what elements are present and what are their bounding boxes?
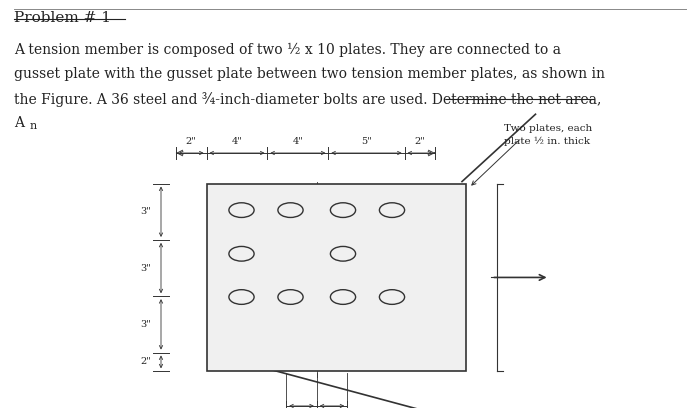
Text: 2": 2" — [140, 357, 151, 366]
Text: Two plates, each
plate ½ in. thick: Two plates, each plate ½ in. thick — [504, 124, 592, 146]
Text: 3": 3" — [140, 320, 151, 329]
Bar — [206, 184, 466, 371]
Text: 3": 3" — [140, 264, 151, 273]
Text: 4": 4" — [232, 137, 242, 146]
Text: 3": 3" — [140, 207, 151, 216]
Text: the Figure. A 36 steel and ¾-inch-diameter bolts are used. Determine the net are: the Figure. A 36 steel and ¾-inch-diamet… — [14, 92, 601, 106]
Text: 4": 4" — [293, 137, 303, 146]
Text: Problem # 1: Problem # 1 — [14, 11, 111, 25]
Text: 5": 5" — [361, 137, 372, 146]
Text: n: n — [29, 121, 36, 131]
Text: gusset plate with the gusset plate between two tension member plates, as shown i: gusset plate with the gusset plate betwe… — [14, 67, 605, 81]
Text: A: A — [14, 116, 24, 130]
Text: 2": 2" — [186, 137, 197, 146]
Text: A tension member is composed of two ½ x 10 plates. They are connected to a: A tension member is composed of two ½ x … — [14, 43, 561, 57]
Text: 2": 2" — [414, 137, 425, 146]
